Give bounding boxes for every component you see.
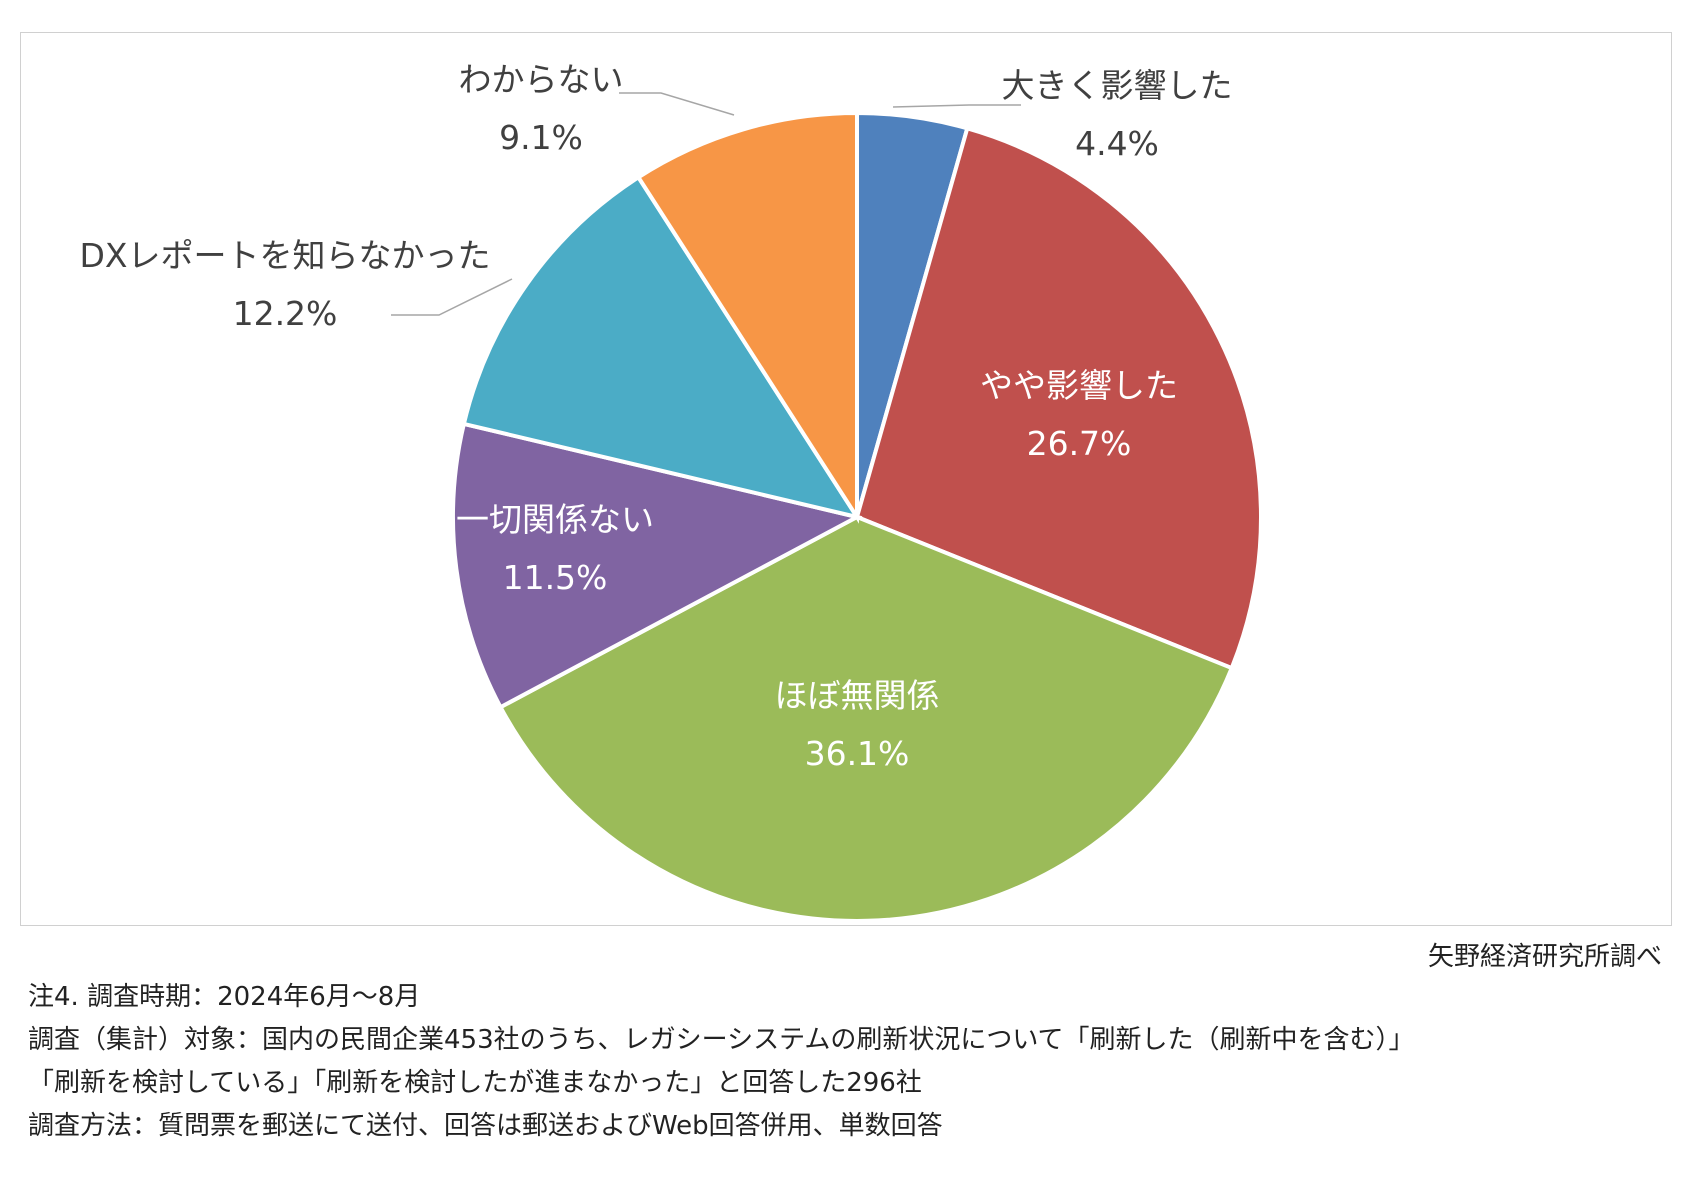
slice-value-label: 11.5% [503, 558, 608, 597]
note-line-3: 「刷新を検討している」「刷新を検討したが進まなかった」と回答した296社 [28, 1068, 922, 1098]
slice-label: DXレポートを知らなかった [79, 236, 490, 275]
note-line-1: 注4. 調査時期：2024年6月～8月 [28, 982, 421, 1012]
slice-label: やや影響した [980, 366, 1178, 405]
slice-value-label: 26.7% [1027, 424, 1132, 463]
pie-chart: 大きく影響した 4.4% やや影響した 26.7% ほぼ無関係 36.1% 一切関係ない 11… [79, 60, 1263, 923]
leader-line [892, 104, 1021, 108]
slice-value-label: 36.1% [805, 734, 910, 773]
pie-slice [461, 174, 862, 521]
slice-value-label: 12.2% [233, 294, 338, 333]
note-line-4: 調査方法：質問票を郵送にて送付、回答は郵送およびWeb回答併用、単数回答 [28, 1111, 943, 1141]
source-credit: 矢野経済研究所調べ [1427, 942, 1662, 972]
notes: 注4. 調査時期：2024年6月～8月 調査（集計）対象：国内の民間企業453社… [28, 976, 1415, 1148]
slice-label: わからない [459, 60, 624, 99]
chart-frame: 大きく影響した 4.4% やや影響した 26.7% ほぼ無関係 36.1% 一切関係ない 11… [20, 32, 1672, 926]
pie-slice [497, 514, 1235, 923]
slice-label: 大きく影響した [1002, 66, 1233, 105]
pie-slice [854, 125, 1263, 671]
note-line-2: 調査（集計）対象：国内の民間企業453社のうち、レガシーシステムの刷新状況につい… [28, 1025, 1415, 1055]
pie-slice [635, 110, 859, 524]
slice-label: 一切関係ない [456, 500, 654, 539]
slice-label: ほぼ無関係 [775, 676, 940, 715]
leader-line [619, 92, 735, 116]
leader-line [391, 278, 513, 316]
slice-value-label: 4.4% [1075, 124, 1159, 163]
slice-value-label: 9.1% [499, 118, 583, 157]
